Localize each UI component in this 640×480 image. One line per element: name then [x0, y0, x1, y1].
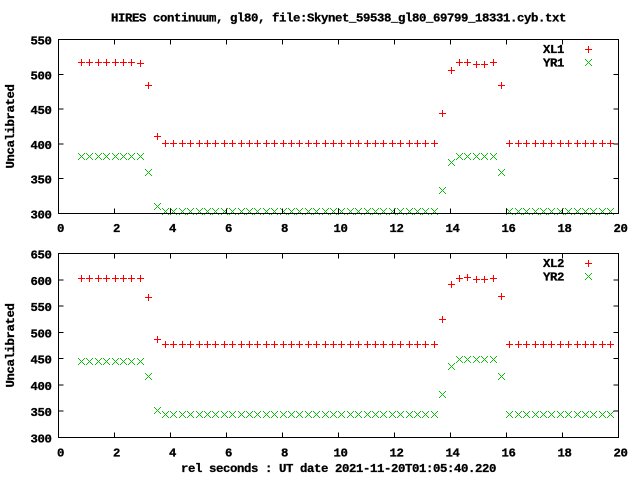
svg-text:400: 400: [31, 139, 52, 153]
svg-text:500: 500: [31, 69, 52, 83]
svg-text:2: 2: [113, 447, 120, 461]
svg-text:0: 0: [57, 447, 64, 461]
svg-text:300: 300: [31, 209, 52, 223]
svg-text:6: 6: [225, 222, 232, 236]
svg-text:8: 8: [281, 447, 288, 461]
svg-text:4: 4: [169, 447, 177, 461]
svg-text:8: 8: [281, 222, 288, 236]
svg-text:550: 550: [31, 35, 52, 49]
svg-text:500: 500: [31, 327, 52, 341]
svg-text:350: 350: [31, 406, 52, 420]
svg-text:0: 0: [57, 222, 64, 236]
svg-text:HIRES continuum, gl80, file:Sk: HIRES continuum, gl80, file:Skynet_59538…: [111, 12, 566, 26]
svg-text:16: 16: [502, 222, 516, 236]
svg-text:20: 20: [614, 447, 628, 461]
svg-text:20: 20: [614, 222, 628, 236]
svg-text:6: 6: [225, 447, 232, 461]
svg-text:18: 18: [558, 222, 572, 236]
svg-text:600: 600: [31, 275, 52, 289]
svg-text:YR1: YR1: [543, 57, 564, 71]
svg-text:12: 12: [390, 447, 404, 461]
svg-text:450: 450: [31, 354, 52, 368]
svg-text:450: 450: [31, 104, 52, 118]
svg-text:2: 2: [113, 222, 120, 236]
svg-text:10: 10: [334, 447, 348, 461]
svg-text:300: 300: [31, 433, 52, 447]
svg-text:Uncalibrated: Uncalibrated: [4, 304, 18, 388]
svg-text:14: 14: [446, 222, 461, 236]
svg-text:YR2: YR2: [543, 271, 564, 285]
svg-text:4: 4: [169, 222, 177, 236]
svg-text:12: 12: [390, 222, 404, 236]
svg-text:350: 350: [31, 174, 52, 188]
svg-text:XL1: XL1: [543, 43, 564, 57]
svg-text:10: 10: [334, 222, 348, 236]
svg-text:16: 16: [502, 447, 516, 461]
svg-text:18: 18: [558, 447, 572, 461]
svg-text:550: 550: [31, 301, 52, 315]
svg-text:14: 14: [446, 447, 461, 461]
svg-text:XL2: XL2: [543, 257, 564, 271]
svg-text:rel seconds : UT date 2021-11-: rel seconds : UT date 2021-11-20T01:05:4…: [181, 462, 496, 476]
svg-text:Uncalibrated: Uncalibrated: [4, 85, 18, 169]
svg-text:400: 400: [31, 380, 52, 394]
svg-text:650: 650: [31, 249, 52, 263]
